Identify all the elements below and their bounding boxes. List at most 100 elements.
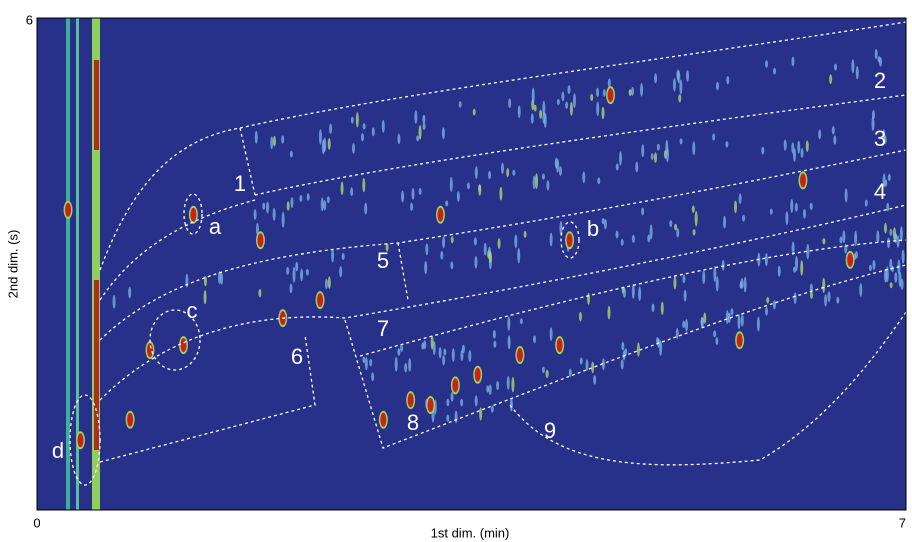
streak — [591, 362, 594, 374]
streak — [629, 89, 632, 96]
streak — [440, 251, 443, 259]
streak — [550, 233, 553, 247]
streak — [661, 302, 664, 315]
streak — [810, 203, 813, 210]
peak — [65, 203, 71, 217]
region-label: 1 — [234, 171, 246, 196]
streak — [559, 166, 562, 176]
streak — [287, 201, 290, 210]
streak — [491, 405, 494, 412]
streak — [507, 376, 510, 390]
streak — [254, 209, 257, 220]
peak — [567, 233, 573, 247]
streak — [507, 316, 510, 330]
streak — [828, 291, 831, 302]
streak — [582, 171, 585, 183]
peak — [317, 293, 323, 307]
streak — [501, 163, 504, 174]
streak — [546, 370, 549, 379]
streak — [650, 224, 653, 239]
streak — [722, 260, 725, 271]
streak — [638, 286, 641, 301]
streak — [372, 127, 375, 136]
streak — [682, 275, 685, 284]
streak — [328, 138, 331, 150]
streak — [715, 337, 718, 345]
streak — [423, 123, 426, 130]
streak — [654, 152, 657, 163]
streak — [512, 170, 515, 176]
streak — [479, 407, 482, 420]
streak — [321, 198, 324, 212]
streak — [652, 304, 655, 313]
streak — [824, 294, 827, 306]
region-label: 6 — [291, 344, 303, 369]
streak — [395, 357, 398, 372]
streak — [262, 203, 265, 210]
streak — [616, 231, 619, 239]
streak — [542, 367, 545, 374]
peak — [428, 398, 434, 412]
streak — [475, 166, 478, 179]
region-label: 5 — [377, 248, 389, 273]
streak — [845, 188, 848, 202]
region-label: 9 — [544, 418, 556, 443]
streak — [586, 359, 589, 371]
streak — [408, 358, 411, 371]
streak — [532, 88, 535, 104]
streak — [839, 236, 842, 243]
streak — [542, 174, 545, 180]
streak — [331, 249, 334, 263]
streak — [793, 148, 796, 162]
streak — [498, 238, 501, 249]
streak — [716, 276, 719, 291]
streak — [651, 153, 654, 160]
streak — [680, 138, 683, 144]
streak — [289, 284, 292, 294]
streak — [457, 191, 460, 202]
streak — [803, 209, 806, 219]
streak — [281, 135, 284, 143]
streak — [640, 83, 643, 97]
streak — [431, 336, 434, 350]
streak — [801, 148, 804, 158]
streak — [833, 135, 836, 145]
streak — [765, 307, 768, 316]
streak — [489, 251, 492, 263]
streak — [712, 133, 715, 140]
streak — [489, 384, 492, 395]
streak — [739, 193, 742, 204]
streak — [822, 278, 825, 293]
streak — [872, 110, 875, 119]
streak — [414, 110, 417, 123]
streak — [869, 265, 872, 271]
streak — [587, 293, 590, 305]
peak — [380, 413, 386, 427]
streak — [770, 208, 773, 214]
peak — [408, 393, 414, 407]
streak — [113, 295, 116, 309]
streak — [204, 290, 207, 304]
streak — [635, 162, 638, 173]
streak — [702, 270, 705, 284]
streak — [713, 330, 716, 337]
bleed — [66, 18, 70, 510]
streak — [602, 218, 605, 224]
streak — [361, 133, 364, 141]
streak — [674, 224, 677, 231]
streak — [459, 101, 462, 108]
streak — [460, 399, 463, 407]
streak — [306, 269, 309, 276]
streak — [473, 109, 476, 116]
streak — [730, 308, 733, 315]
streak — [692, 206, 695, 213]
streak — [350, 187, 353, 196]
streak — [693, 229, 696, 235]
streak — [790, 199, 793, 213]
x-tick-label: 0 — [33, 515, 40, 530]
streak — [451, 392, 454, 402]
streak — [692, 141, 695, 155]
streak — [773, 68, 776, 75]
streak — [665, 140, 668, 155]
streak — [669, 220, 672, 227]
